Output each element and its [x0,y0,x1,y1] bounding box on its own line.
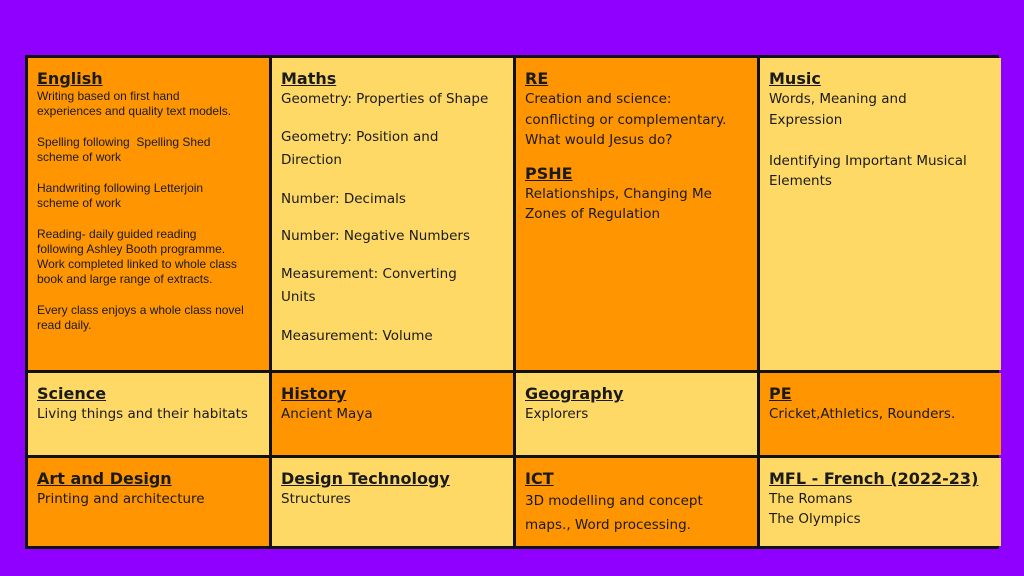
design-technology-cell: Design Technology Structures [272,458,513,546]
maths-title: Maths [281,69,337,88]
dt-text: Structures [281,491,351,507]
science-cell: Science Living things and their habitats [28,373,269,455]
english-novel: Every class enjoys a whole class novel r… [37,303,244,332]
english-handwriting: Handwriting following Letterjoin scheme … [37,181,204,210]
art-title: Art and Design [37,469,172,488]
history-title: History [281,384,347,403]
re-text: Creation and science: conflicting or com… [525,91,727,148]
music-cell: Music Words, Meaning and Expression Iden… [760,58,1001,370]
ict-text: 3D modelling and concept maps., Word pro… [525,493,703,533]
dt-title: Design Technology [281,469,450,488]
mfl-text: The Romans The Olympics [769,491,861,527]
maths-topic: Number: Negative Numbers [281,228,470,244]
science-title: Science [37,384,107,403]
re-title: RE [525,69,549,88]
english-spelling: Spelling following Spelling Shed scheme … [37,135,211,164]
maths-topic: Number: Decimals [281,191,406,207]
pe-text: Cricket,Athletics, Rounders. [769,406,956,422]
ict-title: ICT [525,469,554,488]
maths-topic: Geometry: Properties of Shape [281,91,489,107]
geography-title: Geography [525,384,624,403]
english-cell: English Writing based on first hand expe… [28,58,269,370]
maths-cell: Maths Geometry: Properties of Shape Geom… [272,58,513,370]
pshe-title: PSHE [525,163,573,183]
music-title: Music [769,69,821,88]
science-text: Living things and their habitats [37,406,248,422]
mfl-title: MFL - French (2022-23) [769,469,979,488]
geography-text: Explorers [525,406,589,422]
art-design-cell: Art and Design Printing and architecture [28,458,269,546]
maths-topic: Measurement: Volume [281,328,433,344]
mfl-cell: MFL - French (2022-23) The Romans The Ol… [760,458,1001,546]
curriculum-grid: English Writing based on first hand expe… [25,55,1001,549]
english-reading: Reading- daily guided reading following … [37,227,237,286]
pe-cell: PE Cricket,Athletics, Rounders. [760,373,1001,455]
art-text: Printing and architecture [37,491,205,507]
music-text: Words, Meaning and Expression Identifyin… [769,91,967,189]
pe-title: PE [769,384,792,403]
ict-cell: ICT 3D modelling and concept maps., Word… [516,458,757,546]
english-title: English [37,69,103,88]
history-cell: History Ancient Maya [272,373,513,455]
history-text: Ancient Maya [281,406,373,422]
maths-topic: Geometry: Position and Direction [281,129,439,168]
maths-topic: Measurement: Converting Units [281,266,457,305]
pshe-text: Relationships, Changing Me Zones of Regu… [525,185,712,223]
english-writing: Writing based on first hand experiences … [37,89,232,118]
re-pshe-cell: RE Creation and science: conflicting or … [516,58,757,370]
geography-cell: Geography Explorers [516,373,757,455]
